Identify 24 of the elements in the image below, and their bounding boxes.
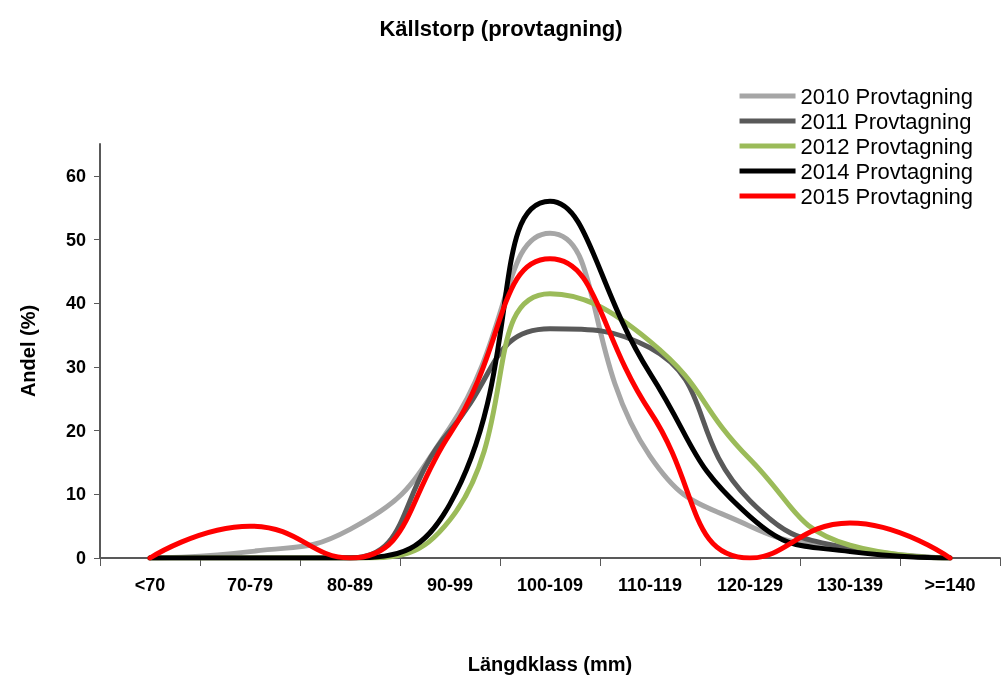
x-tick-label: 90-99 (426, 575, 474, 595)
y-axis-title: Andel (%) (17, 304, 39, 398)
y-tick-label: 0 (75, 548, 86, 568)
x-tick-label: 80-89 (326, 575, 374, 595)
legend-label: 2011 Provtagning (800, 108, 972, 134)
x-tick-label: 100-109 (516, 575, 584, 595)
y-tick-label: 60 (65, 165, 86, 186)
legend-label: 2014 Provtagning (800, 158, 973, 184)
x-tick-label: <70 (134, 575, 166, 595)
x-tick-label: >=140 (924, 575, 976, 595)
y-tick-label: 10 (65, 484, 86, 505)
y-tick-label: 50 (65, 229, 86, 250)
x-tick-label: 130-139 (816, 575, 884, 595)
x-tick-label: 110-119 (617, 575, 683, 595)
x-tick-label: 120-129 (716, 575, 784, 595)
x-tick-label: 70-79 (226, 575, 274, 595)
x-axis-title: Längdklass (mm) (467, 653, 633, 675)
chart-title: Källstorp (provtagning) (379, 15, 623, 41)
legend-label: 2015 Provtagning (800, 183, 973, 209)
y-tick-label: 30 (65, 356, 86, 377)
legend-label: 2010 Provtagning (800, 83, 973, 109)
y-tick-label: 20 (65, 420, 86, 441)
legend-label: 2012 Provtagning (800, 133, 973, 159)
y-tick-label: 40 (65, 293, 86, 314)
